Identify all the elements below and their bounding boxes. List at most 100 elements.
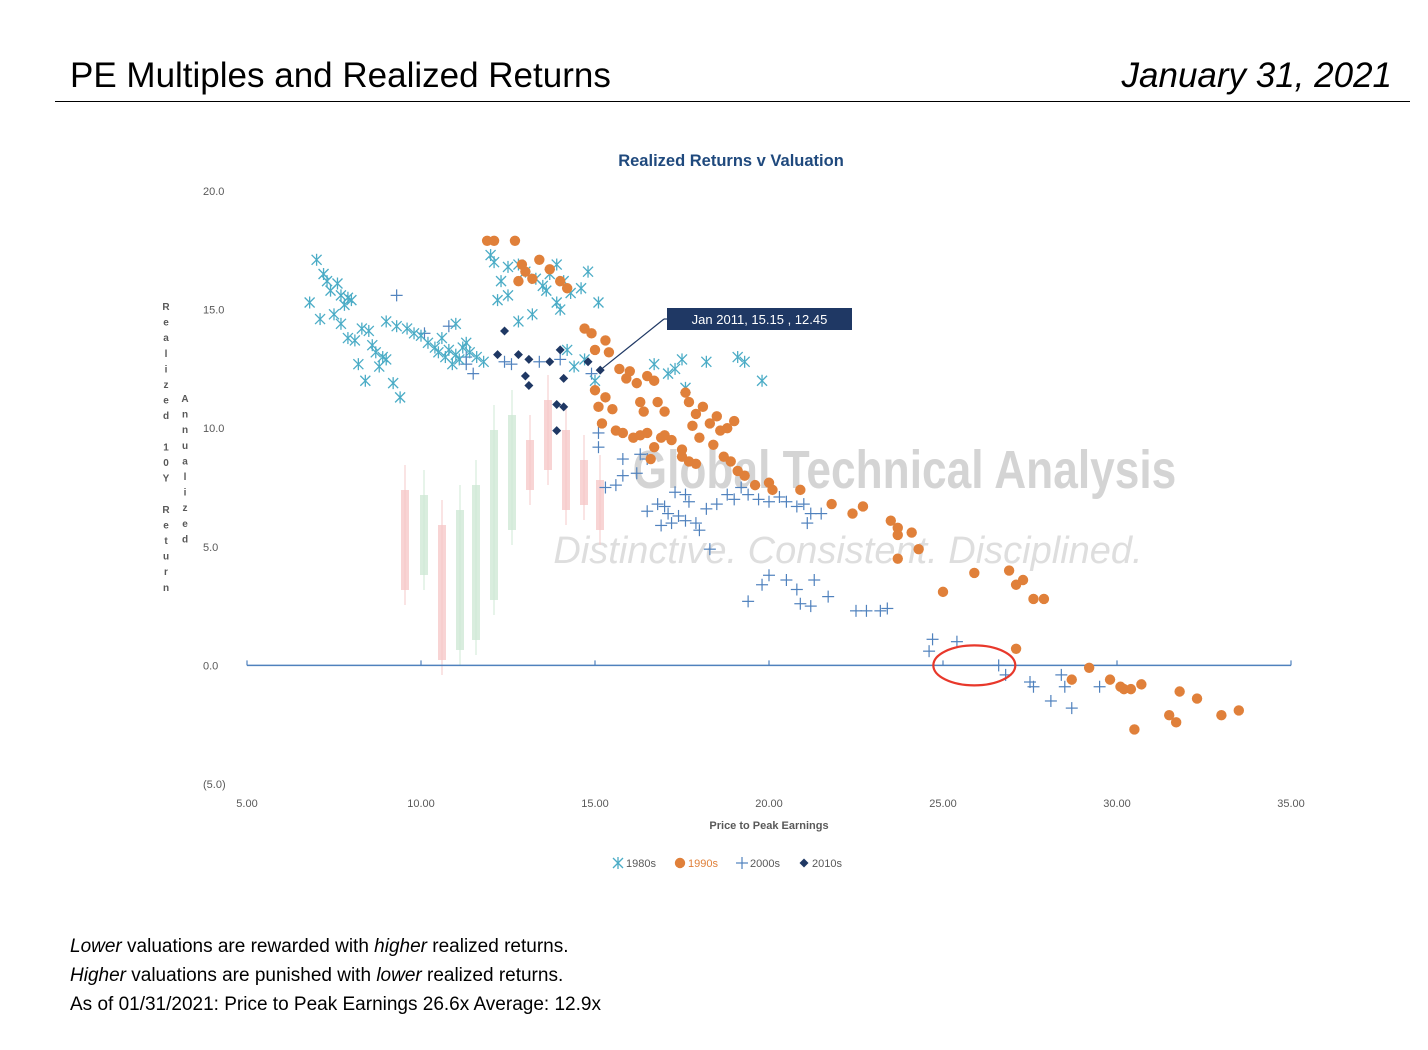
data-point-2000s — [693, 524, 706, 537]
data-point-1990s — [892, 522, 903, 534]
x-tick-label: 25.00 — [929, 798, 957, 810]
data-point-1980s — [739, 355, 751, 368]
data-point-1980s — [352, 358, 364, 371]
data-point-2000s — [634, 448, 647, 461]
data-point-2010s — [583, 357, 593, 367]
data-point-2000s — [630, 467, 643, 480]
data-point-2000s — [592, 441, 605, 454]
y-axis-title-char: u — [163, 552, 169, 563]
data-point-2000s — [780, 574, 793, 587]
data-point-1980s — [314, 313, 326, 326]
watermark-candle-body — [508, 415, 516, 530]
data-point-1990s — [1104, 674, 1116, 685]
data-point-1990s — [683, 396, 695, 408]
data-point-2000s — [822, 590, 835, 603]
data-point-1990s — [1010, 643, 1022, 654]
data-point-1990s — [680, 387, 691, 398]
data-point-1980s — [332, 277, 343, 290]
data-point-2000s — [1027, 680, 1040, 693]
data-point-1990s — [488, 235, 500, 247]
data-point-2000s — [756, 578, 769, 591]
data-point-2000s — [804, 600, 817, 613]
data-point-1990s — [1017, 574, 1029, 586]
data-point-1990s — [1083, 662, 1095, 673]
y-axis-title-char: 0 — [163, 458, 169, 469]
data-point-2000s — [679, 488, 692, 501]
y-axis-title-char: l — [165, 349, 168, 360]
data-point-1990s — [652, 396, 663, 408]
data-point-2010s — [520, 371, 530, 381]
annotation-box — [667, 308, 852, 330]
data-point-2000s — [641, 505, 654, 518]
data-point-2010s — [559, 373, 569, 383]
data-point-2000s — [703, 543, 716, 556]
data-point-1990s — [711, 411, 722, 422]
watermark: Global Technical Analysis Distinctive. Co… — [401, 375, 1176, 675]
data-point-2000s — [655, 519, 668, 532]
data-point-1990s — [645, 453, 656, 465]
watermark-title: Global Technical Analysis — [633, 440, 1177, 500]
data-points — [304, 235, 1245, 735]
data-point-2000s — [669, 486, 682, 499]
data-point-2000s — [850, 604, 862, 617]
data-point-1990s — [607, 404, 618, 415]
data-point-2000s — [797, 498, 810, 511]
data-point-1990s — [694, 432, 705, 443]
y-axis-title-char: z — [164, 380, 169, 391]
data-point-1980s — [593, 296, 604, 309]
data-point-1990s — [1028, 593, 1039, 605]
watermark-candle-body — [490, 430, 498, 600]
highlight-circle — [932, 644, 1017, 687]
data-point-1980s — [363, 324, 375, 337]
data-point-2000s — [1058, 680, 1071, 693]
data-point-2000s — [1093, 680, 1106, 693]
x-tick-label: 5.00 — [236, 798, 257, 810]
data-point-1990s — [739, 470, 750, 481]
y-axis-title-char: A — [181, 394, 188, 405]
data-point-1980s — [460, 336, 472, 349]
data-point-2010s — [552, 399, 562, 409]
data-point-1990s — [704, 418, 716, 429]
watermark-candle-body — [472, 485, 480, 640]
y-axis-title-char: r — [164, 567, 168, 578]
data-point-1980s — [568, 360, 580, 373]
data-point-1980s — [446, 358, 458, 371]
data-point-1990s — [589, 344, 601, 356]
data-point-2000s — [682, 495, 695, 508]
data-point-1980s — [561, 343, 573, 356]
data-point-1990s — [520, 266, 531, 277]
data-point-1980s — [554, 303, 566, 316]
data-point-1990s — [527, 273, 538, 284]
data-point-1980s — [478, 355, 490, 368]
data-point-1990s — [847, 508, 858, 519]
data-point-1990s — [600, 335, 611, 346]
data-point-2000s — [808, 574, 821, 587]
watermark-candle-body — [562, 430, 570, 510]
footnotes: Lower valuations are rewarded with highe… — [70, 932, 601, 1019]
chart-overlay: Jan 2011, 15.15 , 12.45 — [599, 308, 1017, 687]
data-point-2010s — [555, 345, 565, 355]
page-date: January 31, 2021 — [1121, 56, 1392, 95]
data-point-1990s — [767, 484, 778, 496]
data-point-2000s — [1065, 702, 1078, 715]
data-point-1980s — [349, 334, 361, 347]
page-title: PE Multiples and Realized Returns — [70, 56, 611, 95]
data-point-1990s — [1136, 679, 1147, 690]
data-point-1980s — [756, 374, 768, 387]
data-point-1990s — [676, 444, 688, 455]
data-point-1990s — [1066, 674, 1077, 685]
y-axis-title-char: a — [163, 333, 169, 344]
data-point-1980s — [335, 317, 347, 330]
y-axis-title-char: t — [164, 536, 168, 547]
data-point-2000s — [616, 469, 629, 482]
data-point-1980s — [471, 351, 483, 364]
y-axis-title-char: e — [163, 520, 169, 531]
x-tick-label: 15.00 — [581, 798, 609, 810]
data-point-1980s — [450, 317, 462, 330]
data-point-2000s — [735, 481, 748, 494]
data-point-2000s — [801, 517, 814, 530]
data-point-1990s — [638, 406, 649, 417]
legend-label: 2010s — [812, 858, 842, 870]
data-point-1990s — [885, 515, 896, 526]
